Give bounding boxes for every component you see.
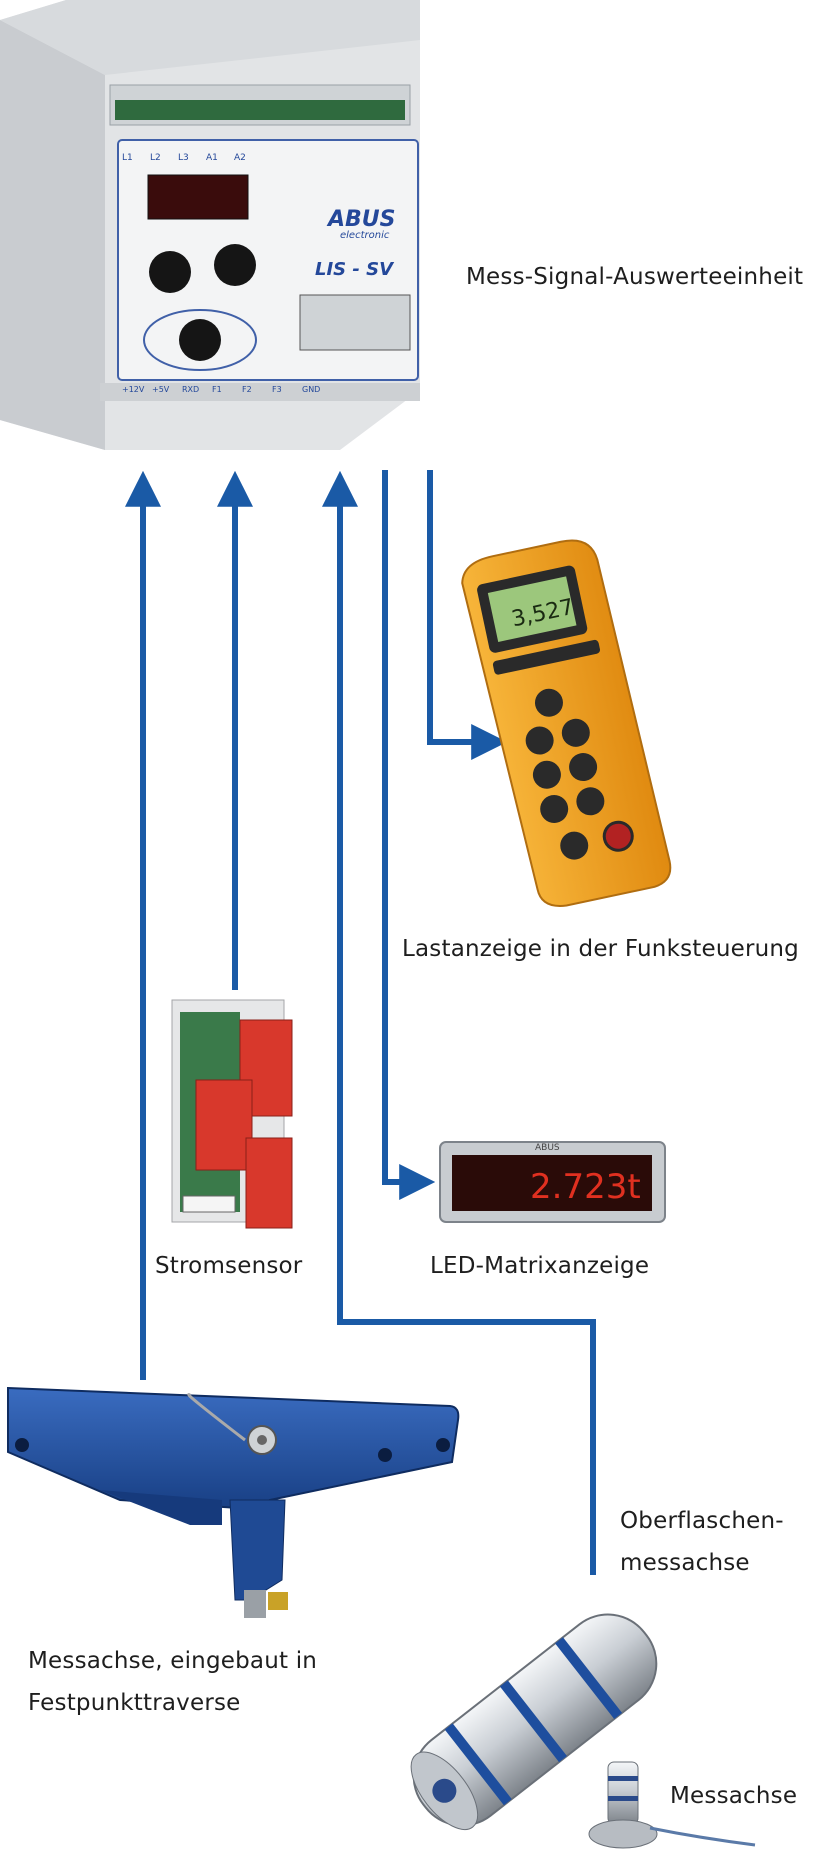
line-unit-to-led (382, 470, 436, 1200)
terminal-label-bottom: GND (302, 385, 320, 394)
terminal-labels-bottom: +12V +5V RXD F1 F2 F3 GND (122, 385, 320, 394)
led-readout: 2.723t (530, 1167, 641, 1207)
terminal-label-top: L2 (150, 153, 161, 163)
small-axle-image (588, 1761, 756, 1849)
terminal-label-bottom: F3 (272, 385, 282, 394)
line-unit-to-remote (427, 470, 508, 760)
evaluation-unit-image: ABUS electronic LIS - SV L1 L2 L3 A1 A2 +12V… (0, 0, 420, 450)
current-sensor-image (171, 999, 293, 1229)
device-model: LIS - SV (315, 259, 395, 280)
fixed-traverse-axle-image (7, 1386, 460, 1618)
led-brand: ABUS (535, 1143, 560, 1153)
terminal-label-top: A1 (206, 153, 218, 163)
label-small-axle: Messachse (670, 1783, 798, 1809)
label-surface-axle-line1: Oberflaschen- (620, 1508, 784, 1534)
terminal-labels-top: L1 L2 L3 A1 A2 (122, 153, 246, 163)
terminal-label-bottom: +12V (122, 385, 145, 394)
terminal-label-bottom: +5V (152, 385, 170, 394)
label-surface-axle-line2: messachse (620, 1550, 750, 1576)
terminal-label-bottom: RXD (182, 385, 199, 394)
label-fixed-axle-line1: Messachse, eingebaut in (28, 1648, 318, 1674)
surface-axle-image (410, 1613, 658, 1830)
led-display-image: ABUS 2.723t (439, 1141, 666, 1223)
label-radio-load-display: Lastanzeige in der Funksteuerung (402, 936, 799, 962)
terminal-label-top: A2 (234, 153, 246, 163)
label-evaluation-unit: Mess-Signal-Auswerteeinheit (466, 264, 804, 290)
label-fixed-axle-line2: Festpunkttraverse (28, 1690, 241, 1716)
device-brand-sub: electronic (340, 230, 390, 241)
terminal-label-top: L3 (178, 153, 189, 163)
terminal-label-top: L1 (122, 153, 133, 163)
device-brand: ABUS (326, 207, 396, 232)
label-current-sensor: Stromsensor (155, 1253, 303, 1279)
line-surface-axle-to-unit (322, 470, 596, 1575)
radio-remote-image: 3,527 (461, 539, 672, 907)
terminal-label-bottom: F1 (212, 385, 222, 394)
connector-lines (125, 470, 596, 1575)
label-led-matrix: LED-Matrixanzeige (430, 1253, 650, 1279)
terminal-label-bottom: F2 (242, 385, 252, 394)
